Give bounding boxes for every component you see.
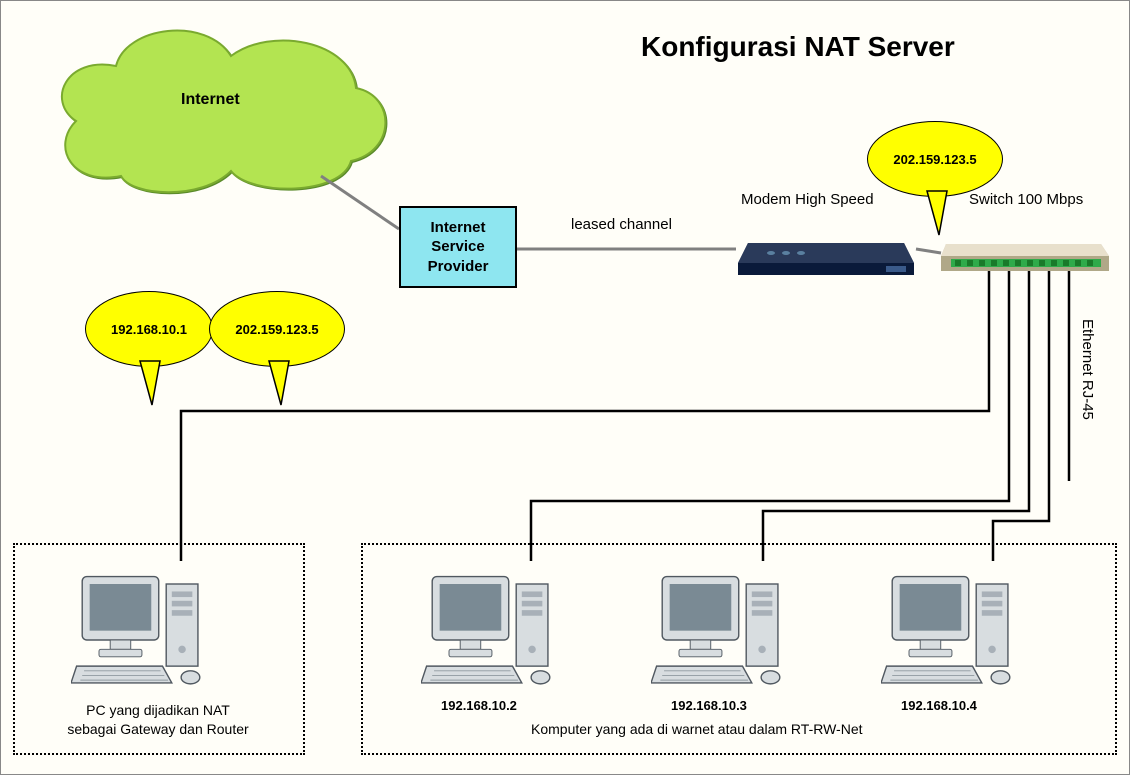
- ethernet-label: Ethernet RJ-45: [1079, 319, 1096, 420]
- isp-line1: Internet: [430, 219, 485, 236]
- clients-group-label: Komputer yang ada di warnet atau dalam R…: [531, 721, 863, 737]
- bubble-ip3-text: 202.159.123.5: [893, 152, 976, 167]
- diagram-canvas: Konfigurasi NAT Server Internet Internet…: [0, 0, 1130, 775]
- natpc-label-line2: sebagai Gateway dan Router: [67, 721, 248, 737]
- isp-box: Internet Service Provider: [399, 206, 517, 288]
- natpc-label: PC yang dijadikan NAT sebagai Gateway da…: [43, 701, 273, 739]
- client-pc-4-icon: [881, 561, 1021, 691]
- nat-pc-icon: [71, 561, 211, 691]
- pc2-ip-label: 192.168.10.2: [441, 698, 517, 713]
- bubble-ip-202-159-123-5-left: 202.159.123.5: [209, 291, 345, 367]
- client-pc-3-icon: [651, 561, 791, 691]
- isp-line2: Service: [431, 238, 484, 255]
- bubble-ip-192-168-10-1: 192.168.10.1: [85, 291, 213, 367]
- client-pc-2-icon: [421, 561, 561, 691]
- modem-label: Modem High Speed: [741, 191, 874, 208]
- isp-line3: Provider: [428, 258, 489, 275]
- bubble-ip2-text: 202.159.123.5: [235, 322, 318, 337]
- modem-icon: [736, 223, 916, 278]
- pc3-ip-label: 192.168.10.3: [671, 698, 747, 713]
- bubble-ip1-text: 192.168.10.1: [111, 322, 187, 337]
- internet-cloud-icon: [41, 21, 401, 201]
- bubble-ip-202-159-123-5-right: 202.159.123.5: [867, 121, 1003, 197]
- leased-channel-label: leased channel: [571, 216, 672, 233]
- diagram-title: Konfigurasi NAT Server: [641, 31, 955, 63]
- internet-label: Internet: [181, 91, 240, 109]
- switch-icon: [941, 236, 1111, 274]
- natpc-label-line1: PC yang dijadikan NAT: [86, 702, 230, 718]
- pc4-ip-label: 192.168.10.4: [901, 698, 977, 713]
